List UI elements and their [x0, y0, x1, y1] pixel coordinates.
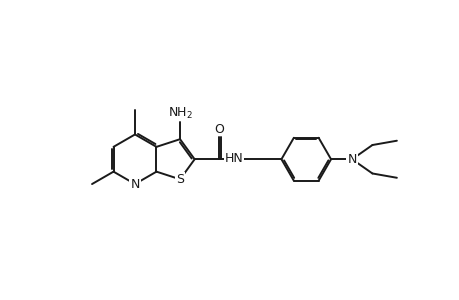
Text: HN: HN	[224, 152, 243, 165]
Text: N: N	[347, 153, 356, 166]
Text: S: S	[176, 173, 184, 186]
Text: N: N	[130, 178, 140, 190]
Text: NH$_2$: NH$_2$	[167, 106, 192, 121]
Text: O: O	[214, 123, 224, 136]
